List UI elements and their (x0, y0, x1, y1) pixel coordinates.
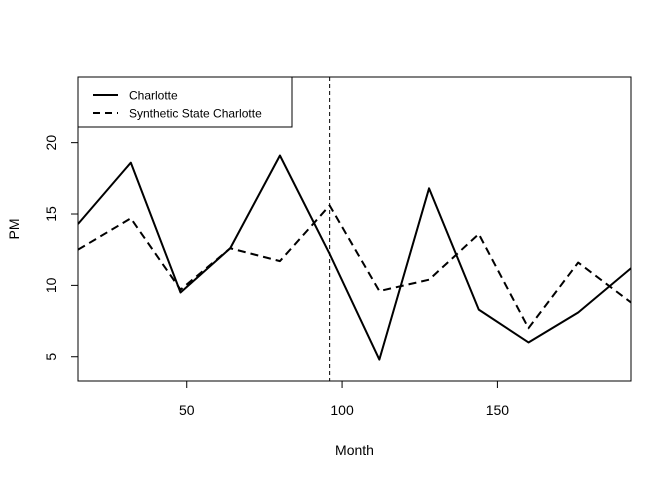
x-tick-label: 100 (330, 402, 354, 418)
y-tick-label: 5 (43, 353, 59, 361)
legend-box (77, 76, 293, 128)
series-line-charlotte (78, 154, 631, 361)
y-tick-label: 15 (43, 206, 59, 222)
plot-frame (77, 76, 632, 382)
y-axis: 5 10 15 20 (43, 135, 78, 361)
legend: Charlotte Synthetic State Charlotte (77, 76, 293, 128)
legend-label-synthetic: Synthetic State Charlotte (129, 107, 262, 121)
x-axis-label: Month (335, 442, 374, 458)
x-tick-label: 150 (486, 402, 510, 418)
plot-area (78, 77, 631, 381)
series-line-synthetic-state-charlotte (78, 204, 631, 330)
y-tick-label: 10 (43, 277, 59, 293)
x-tick-label: 50 (179, 402, 195, 418)
legend-label-charlotte: Charlotte (129, 89, 178, 103)
y-axis-label: PM (6, 219, 22, 240)
y-tick-label: 20 (43, 135, 59, 151)
x-axis: 50 100 150 (179, 381, 509, 418)
